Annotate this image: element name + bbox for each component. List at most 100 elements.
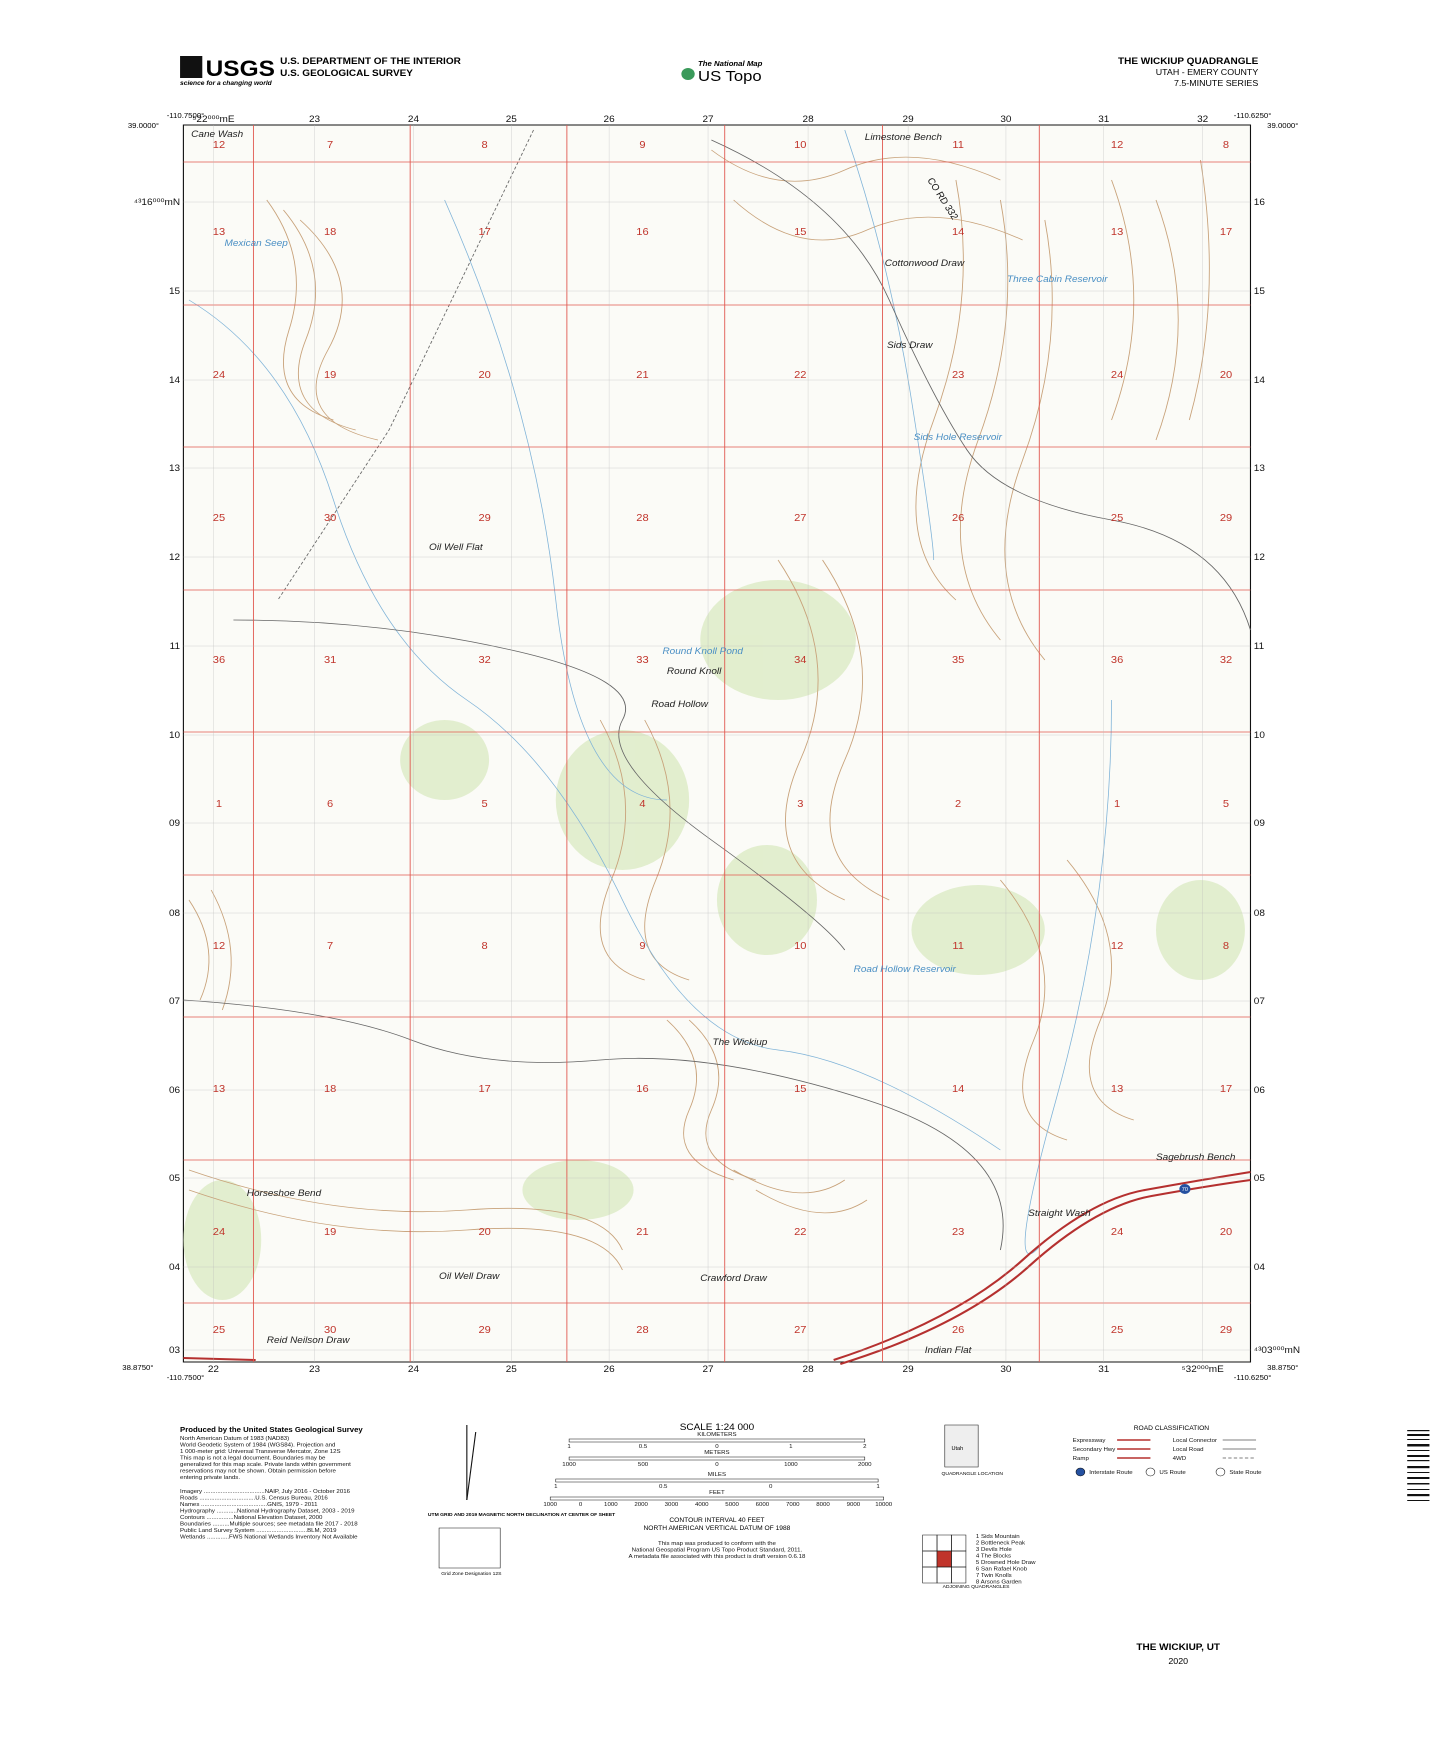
sheet-name: THE WICKIUP, UT	[1136, 1642, 1220, 1652]
road-class: Local Connector	[1173, 1438, 1217, 1444]
state-county: UTAH - EMERY COUNTY	[1156, 67, 1259, 76]
northing-label: 15	[1254, 286, 1265, 296]
easting-label: 31	[1098, 1364, 1109, 1374]
section-number: 8	[1223, 940, 1229, 951]
section-number: 23	[952, 1226, 964, 1237]
scale-tick: 500	[638, 1462, 648, 1468]
place-names: Cane Wash Mexican Seep Limestone Bench C…	[191, 129, 1235, 1355]
section-number: 13	[213, 1083, 225, 1094]
place-name: Indian Flat	[925, 1345, 972, 1355]
easting-label: 30	[1000, 114, 1011, 124]
place-name: Crawford Draw	[700, 1273, 768, 1283]
section-number: 12	[1111, 940, 1123, 951]
corner-coord: 39.0000°	[1267, 121, 1298, 130]
quad-title: THE WICKIUP QUADRANGLE	[1118, 56, 1258, 66]
adjoining-quad: 1 Sids Mountain	[976, 1534, 1020, 1540]
northing-label: 04	[1254, 1262, 1265, 1272]
adjoining-cell	[922, 1550, 938, 1568]
scale-bar	[549, 1496, 884, 1501]
section-number: 12	[1111, 139, 1123, 150]
section-number: 22	[794, 1226, 806, 1237]
northing-label: 06	[169, 1085, 180, 1095]
section-number: 29	[1220, 1324, 1232, 1335]
road-class: Secondary Hwy	[1073, 1447, 1116, 1453]
adjoining-quad: 4 The Blocks	[976, 1554, 1011, 1560]
easting-label: 24	[408, 1364, 419, 1374]
scale-tick: 2	[863, 1444, 866, 1450]
section-number: 19	[324, 1226, 336, 1237]
map-body: Cane Wash Mexican Seep Limestone Bench C…	[182, 124, 1252, 1365]
adjoining-quad: 6 San Rafael Knob	[976, 1567, 1027, 1573]
northing-label: 06	[1254, 1085, 1265, 1095]
northing-label: ⁴³16⁰⁰⁰mN	[134, 197, 180, 207]
footer: Produced by the United States Geological…	[180, 1422, 1430, 1666]
place-name: Road Hollow	[651, 699, 709, 709]
collar: -110.7500° 39.0000° -110.6250° 39.0000° …	[122, 111, 1298, 1382]
easting-label: 22	[208, 1364, 219, 1374]
easting-label: 32	[1197, 114, 1208, 124]
section-number: 20	[478, 1226, 490, 1237]
northing-label: 11	[170, 641, 180, 651]
place-name: Reid Neilson Draw	[267, 1335, 351, 1345]
datum-line: reservations may not be shown. Obtain pe…	[180, 1469, 336, 1475]
northing-label: 11	[1254, 641, 1264, 651]
section-number: 13	[213, 226, 225, 237]
northing-label: 05	[169, 1173, 180, 1183]
section-number: 13	[1111, 226, 1123, 237]
map-frame	[182, 124, 1252, 1363]
usgs-mark	[180, 56, 203, 78]
scale-bar	[555, 1478, 879, 1483]
section-number: 29	[478, 512, 490, 523]
scale-tick: 0	[769, 1484, 772, 1490]
scale-bar	[568, 1456, 866, 1461]
section-number: 2	[955, 798, 961, 809]
northing-label: 08	[1254, 908, 1265, 918]
northing-label: ⁴³03⁰⁰⁰mN	[1254, 1345, 1300, 1355]
easting-label: 28	[803, 114, 814, 124]
scale-tick: 7000	[786, 1502, 800, 1508]
adjoining-cell	[936, 1550, 952, 1568]
scale-tick: 1	[876, 1484, 879, 1490]
adjoining-quad: 7 Twin Knolls	[976, 1573, 1012, 1579]
source-line: Imagery ................................…	[180, 1489, 350, 1495]
section-number: 14	[952, 226, 964, 237]
section-number: 27	[794, 512, 806, 523]
producer: Produced by the United States Geological…	[180, 1425, 364, 1434]
easting-label: 29	[903, 114, 914, 124]
scale-bar	[568, 1438, 866, 1443]
section-number: 20	[1220, 1226, 1232, 1237]
easting-label: 24	[408, 114, 419, 124]
road-class-title: ROAD CLASSIFICATION	[1134, 1425, 1210, 1432]
section-number: 13	[1111, 1083, 1123, 1094]
corner-coord: 38.8750°	[122, 1363, 153, 1372]
section-number: 33	[636, 654, 648, 665]
section-number: 9	[639, 940, 645, 951]
northing-label: 07	[1254, 996, 1265, 1006]
section-number: 31	[324, 654, 336, 665]
section-number: 32	[1220, 654, 1232, 665]
section-number: 26	[952, 512, 964, 523]
section-number: 14	[952, 1083, 964, 1094]
section-number: 8	[482, 940, 488, 951]
interstate-shield	[1179, 1184, 1191, 1194]
vegetation	[183, 580, 1245, 1300]
datum-line: entering private lands.	[180, 1475, 240, 1481]
easting-label: ⁵22⁰⁰⁰mE	[192, 114, 234, 124]
adjoining-quad: 8 Arsons Garden	[976, 1580, 1022, 1586]
section-number: 21	[636, 1226, 648, 1237]
barcode	[1407, 1430, 1430, 1501]
adjoining-quad: 3 Devils Hole	[976, 1547, 1012, 1553]
northing-label: 07	[169, 996, 180, 1006]
northing-label: 04	[169, 1262, 180, 1272]
water-name: Sids Hole Reservoir	[914, 432, 1003, 442]
route-shield	[1145, 1467, 1156, 1477]
scale-tick: 10000	[875, 1502, 892, 1508]
state-name: Utah	[951, 1446, 963, 1452]
place-name: Straight Wash	[1028, 1208, 1091, 1218]
section-number: 15	[794, 1083, 806, 1094]
adjoining-cell	[922, 1534, 938, 1552]
source-line: Contours ................National Elevat…	[180, 1515, 322, 1521]
road-class: Expressway	[1073, 1438, 1106, 1444]
section-number: 25	[1111, 1324, 1123, 1335]
